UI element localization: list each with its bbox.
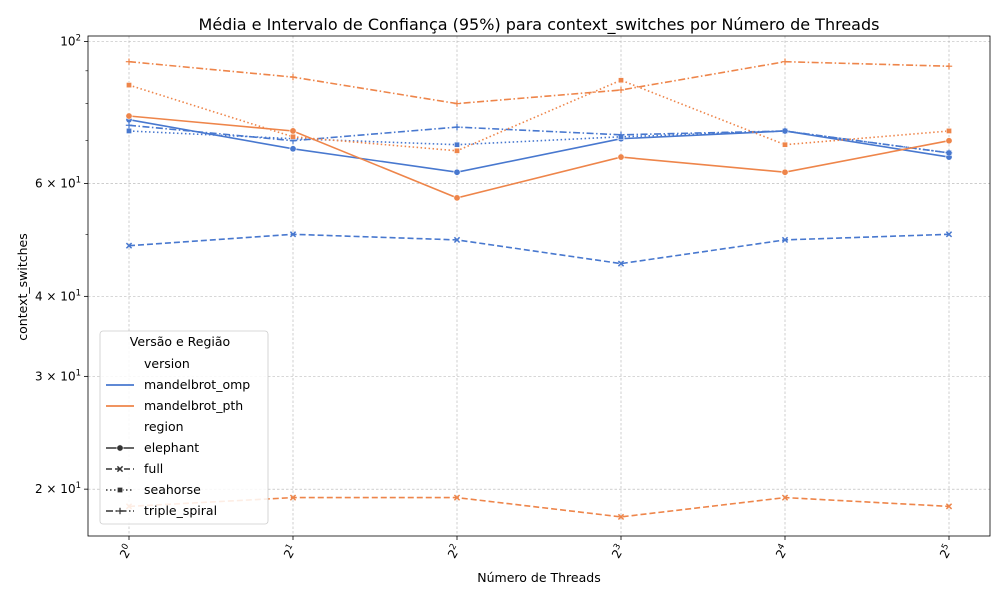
marker-legend — [116, 507, 124, 515]
marker-point — [781, 494, 789, 501]
marker-point — [289, 231, 297, 238]
marker-point — [454, 147, 460, 154]
y-tick-label: 4 × 101 — [35, 288, 81, 303]
legend: Versão e Região version mandelbrot_ompmand… — [99, 330, 269, 525]
marker-point — [782, 141, 788, 148]
series-mandelbrot_omp-elephant — [125, 116, 953, 176]
x-tick-label: 20 — [116, 542, 136, 561]
marker-point — [617, 513, 625, 521]
legend-label: mandelbrot_pth — [144, 398, 243, 413]
marker-point — [617, 153, 625, 161]
x-tick-label: 25 — [936, 542, 956, 561]
marker-point — [453, 168, 461, 176]
marker-point — [781, 236, 789, 244]
marker-point — [126, 128, 132, 134]
marker-point — [617, 131, 625, 139]
series-mandelbrot_omp-triple_spiral — [125, 122, 953, 157]
legend-label: seahorse — [144, 482, 201, 497]
series-line — [128, 60, 950, 105]
series-mandelbrot_pth-seahorse — [126, 77, 952, 154]
legend-item-mandelbrot_pth: mandelbrot_pth — [106, 398, 243, 413]
marker-point — [125, 112, 133, 120]
y-tick-label: 6 × 101 — [35, 176, 81, 191]
series-mandelbrot_pth-triple_spiral — [125, 58, 953, 107]
marker-legend — [116, 465, 124, 473]
legend-item-seahorse: seahorse — [106, 482, 201, 497]
marker-point — [945, 503, 953, 510]
marker-point — [453, 100, 461, 107]
marker-point — [289, 494, 297, 501]
marker-point — [454, 141, 460, 148]
marker-point — [617, 86, 625, 94]
marker-legend — [117, 487, 123, 493]
marker-point — [125, 58, 133, 65]
legend-title: Versão e Região — [130, 334, 230, 349]
marker-point — [781, 168, 789, 176]
marker-point — [453, 194, 461, 202]
marker-point — [453, 236, 461, 244]
marker-point — [617, 260, 625, 267]
marker-point — [618, 77, 624, 84]
marker-point — [125, 242, 133, 249]
x-tick-label: 23 — [608, 542, 628, 561]
marker-point — [289, 127, 297, 135]
marker-point — [126, 82, 132, 88]
marker-point — [946, 128, 952, 134]
marker-point — [453, 494, 461, 501]
y-tick-label: 102 — [60, 34, 81, 49]
marker-point — [289, 73, 297, 81]
series-line — [128, 79, 950, 152]
y-axis-label: context_switches — [15, 233, 30, 340]
legend-header-region: region — [144, 419, 184, 434]
plot-frame — [87, 35, 991, 537]
y-tick-label: 2 × 101 — [35, 481, 81, 496]
x-tick-label: 21 — [280, 542, 300, 561]
series-mandelbrot_omp-full — [125, 231, 953, 267]
legend-item-elephant: elephant — [106, 440, 199, 455]
legend-header-version: version — [144, 356, 190, 371]
y-tick-label: 3 × 101 — [35, 368, 81, 383]
legend-box — [99, 330, 269, 525]
marker-point — [289, 145, 297, 153]
chart-title: Média e Intervalo de Confiança (95%) par… — [199, 15, 880, 35]
x-tick-label: 24 — [772, 542, 792, 561]
legend-label: triple_spiral — [144, 503, 217, 518]
marker-point — [453, 123, 461, 131]
legend-label: full — [144, 461, 163, 476]
legend-item-mandelbrot_omp: mandelbrot_omp — [106, 377, 250, 392]
marker-point — [945, 149, 953, 157]
series-line — [128, 233, 950, 265]
marker-legend — [116, 444, 124, 452]
marker-point — [290, 133, 296, 140]
series-mandelbrot_pth-elephant — [125, 112, 953, 202]
marker-point — [945, 231, 953, 238]
series-line — [128, 124, 950, 154]
marker-point — [781, 127, 789, 135]
marker-point — [945, 63, 953, 70]
legend-label: mandelbrot_omp — [144, 377, 250, 392]
legend-item-full: full — [106, 461, 163, 476]
marker-point — [125, 122, 133, 129]
legend-item-triple_spiral: triple_spiral — [106, 503, 217, 518]
x-tick-label: 22 — [444, 542, 464, 561]
marker-point — [945, 137, 953, 145]
marker-point — [781, 58, 789, 65]
series-line — [128, 115, 950, 199]
legend-label: elephant — [144, 440, 199, 455]
x-axis-label: Número de Threads — [477, 570, 600, 585]
